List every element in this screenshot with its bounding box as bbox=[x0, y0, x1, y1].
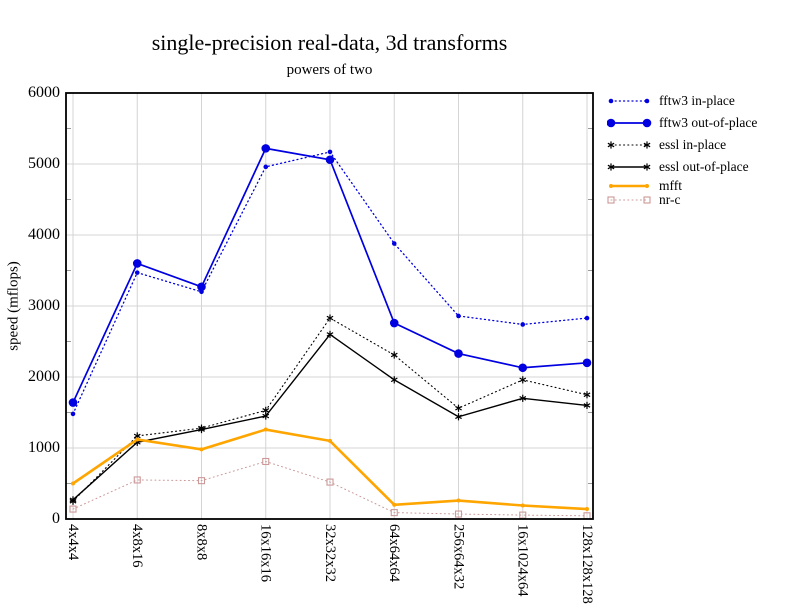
series-fftw3-in-place bbox=[70, 149, 590, 417]
legend-label: essl in-place bbox=[659, 137, 727, 152]
fftw3-in-place-legend-marker-icon bbox=[608, 98, 650, 104]
fftw3-out-of-place-legend-marker-icon bbox=[607, 118, 652, 128]
legend-label: fftw3 in-place bbox=[659, 93, 735, 108]
legend-item-nr-c: nr-c bbox=[607, 192, 681, 207]
legend-item-essl-in-place: essl in-place bbox=[607, 137, 727, 152]
series-fftw3-out-of-place bbox=[68, 144, 592, 407]
y-tick-label: 6000 bbox=[28, 84, 60, 101]
series-essl-out-of-place bbox=[69, 330, 591, 504]
x-tick-label: 16x16x16 bbox=[257, 524, 274, 582]
legend-item-mfft: mfft bbox=[607, 178, 682, 193]
legend-label: essl out-of-place bbox=[659, 159, 749, 174]
x-tick-label: 8x8x8 bbox=[193, 524, 210, 561]
x-tick-label: 16x1024x64 bbox=[514, 524, 531, 597]
x-tick-label: 32x32x32 bbox=[321, 524, 338, 582]
y-tick-label: 4000 bbox=[28, 226, 60, 243]
series-mfft bbox=[71, 427, 589, 512]
x-tick-label: 256x64x32 bbox=[450, 524, 467, 590]
essl-out-of-place-legend-marker-icon bbox=[607, 163, 651, 171]
chart-title: single-precision real-data, 3d transform… bbox=[151, 30, 508, 55]
y-tick-label: 1000 bbox=[28, 439, 60, 456]
x-tick-label: 128x128x128 bbox=[578, 524, 595, 604]
x-tick-label: 4x4x4 bbox=[64, 524, 81, 561]
y-tick-label: 5000 bbox=[28, 155, 60, 172]
mfft-legend-marker-icon bbox=[609, 184, 649, 188]
plot-border bbox=[65, 92, 594, 520]
y-tick-label: 0 bbox=[52, 510, 60, 527]
y-tick-label: 3000 bbox=[28, 297, 60, 314]
nr-c-legend-marker-icon bbox=[607, 196, 651, 204]
legend: fftw3 in-place fftw3 out-of-place essl in-… bbox=[607, 92, 789, 212]
x-tick-label: 4x8x16 bbox=[129, 524, 146, 568]
chart-subtitle: powers of two bbox=[286, 62, 373, 78]
x-tick-label: 64x64x64 bbox=[386, 524, 403, 582]
legend-item-essl-out-of-place: essl out-of-place bbox=[607, 159, 749, 174]
legend-label: mfft bbox=[659, 178, 682, 193]
essl-in-place-legend-marker-icon bbox=[607, 141, 651, 149]
y-tick-label: 2000 bbox=[28, 368, 60, 385]
legend-label: fftw3 out-of-place bbox=[659, 115, 758, 130]
legend-item-fftw3-in-place: fftw3 in-place bbox=[607, 93, 735, 108]
legend-item-fftw3-out-of-place: fftw3 out-of-place bbox=[607, 115, 758, 130]
legend-label: nr-c bbox=[659, 192, 681, 207]
